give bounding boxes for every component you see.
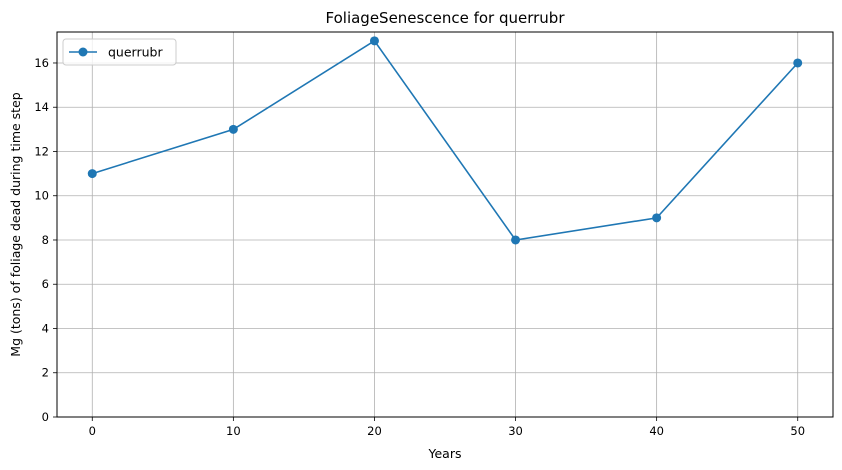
x-tick-label: 10 (226, 424, 241, 438)
y-tick-label: 12 (34, 144, 49, 158)
y-tick-label: 4 (42, 321, 49, 335)
legend-entry-querrubr: querrubr (108, 45, 163, 60)
legend-marker (78, 47, 88, 57)
series-group (87, 36, 803, 245)
y-tick-label: 14 (34, 100, 49, 114)
data-point (87, 169, 97, 179)
data-point (369, 36, 379, 46)
x-tick-label: 30 (508, 424, 523, 438)
y-tick-label: 10 (34, 189, 49, 203)
data-point (652, 213, 662, 223)
legend: querrubr (62, 38, 177, 66)
plot-frame (56, 31, 834, 418)
x-tick-label: 20 (367, 424, 382, 438)
chart-title: FoliageSenescence for querrubr (326, 9, 566, 27)
x-axis-label: Years (428, 446, 462, 461)
y-tick-label: 8 (42, 233, 49, 247)
x-tick-label: 0 (89, 424, 96, 438)
y-tick-label: 0 (42, 410, 49, 424)
data-point (228, 124, 238, 134)
x-tick-label: 40 (649, 424, 664, 438)
y-tick-label: 2 (42, 366, 49, 380)
grid (57, 32, 833, 418)
legend-box (62, 38, 177, 66)
y-axis-label: Mg (tons) of foliage dead during time st… (8, 92, 23, 356)
x-ticks: 0 10 20 30 40 50 (89, 417, 805, 438)
series-line-querrubr (92, 39, 799, 241)
y-tick-label: 6 (42, 277, 49, 291)
data-point (793, 58, 803, 68)
y-tick-label: 16 (34, 56, 49, 70)
x-tick-label: 50 (790, 424, 805, 438)
y-ticks: 0 2 4 6 8 10 12 14 16 (34, 56, 57, 424)
data-point (511, 235, 521, 245)
